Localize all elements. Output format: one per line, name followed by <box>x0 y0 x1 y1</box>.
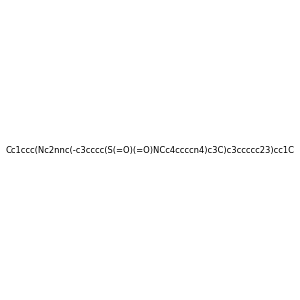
Text: Cc1ccc(Nc2nnc(-c3cccc(S(=O)(=O)NCc4ccccn4)c3C)c3ccccc23)cc1C: Cc1ccc(Nc2nnc(-c3cccc(S(=O)(=O)NCc4ccccn… <box>5 146 295 154</box>
